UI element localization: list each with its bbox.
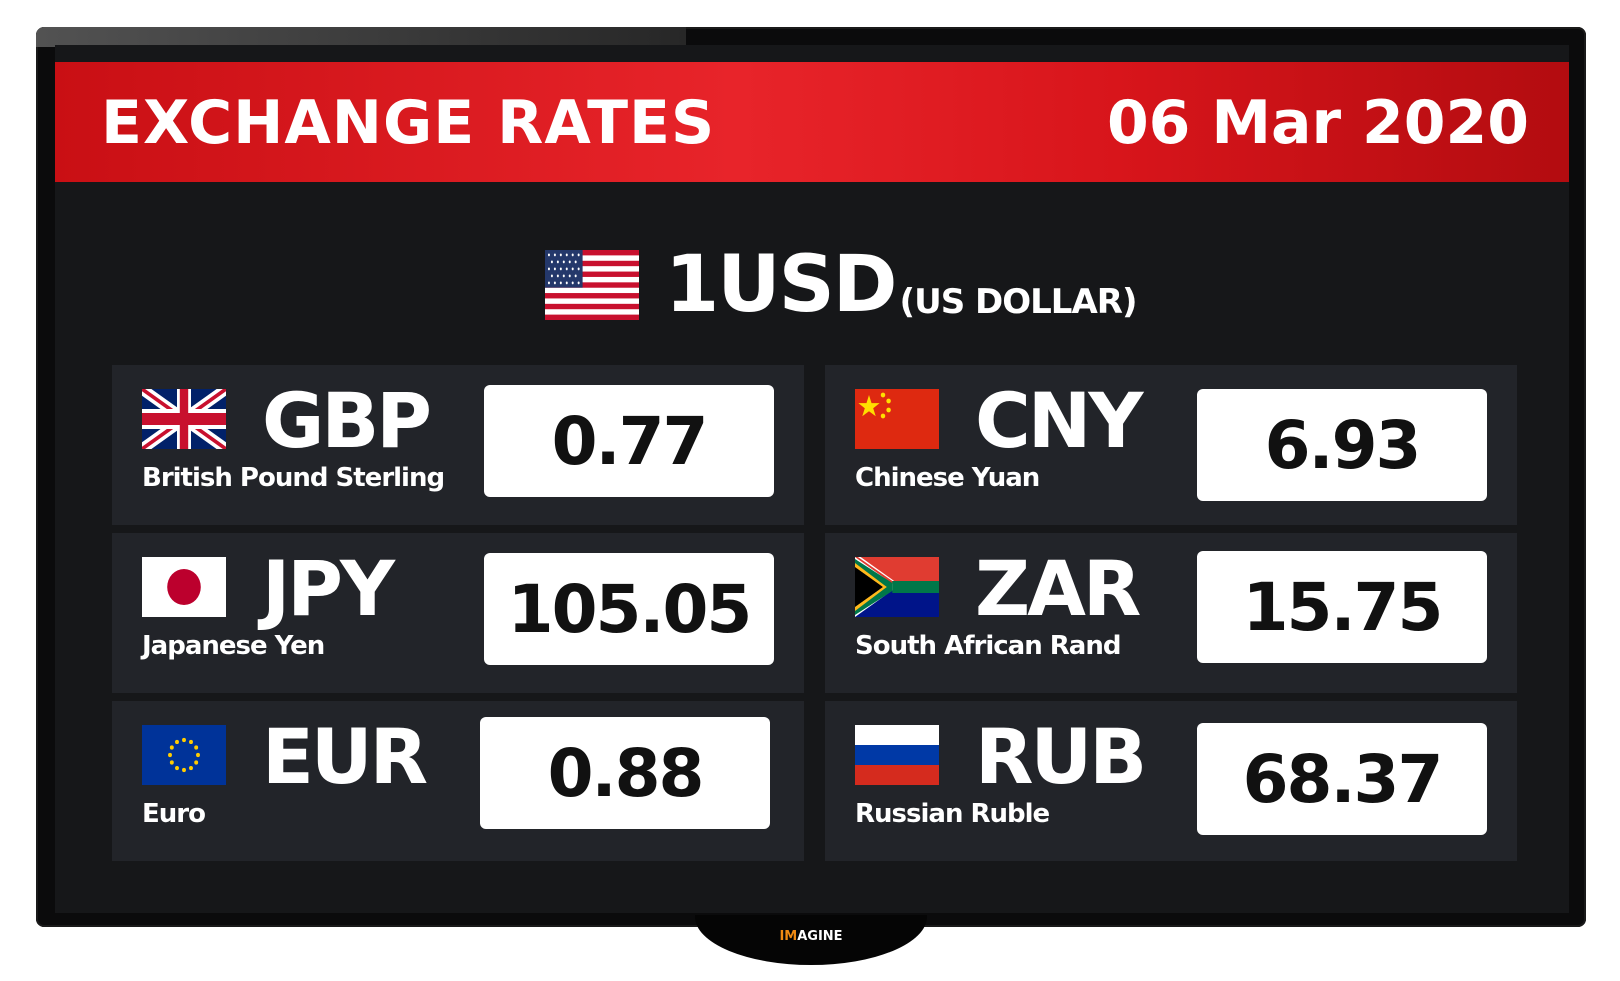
header-bar: EXCHANGE RATES 06 Mar 2020 bbox=[55, 62, 1569, 182]
japan-flag-icon bbox=[142, 557, 226, 617]
us-flag-icon bbox=[545, 250, 639, 320]
currency-code: ZAR bbox=[975, 544, 1141, 633]
rate-value-box: 6.93 bbox=[1197, 389, 1487, 501]
rate-value-box: 0.77 bbox=[484, 385, 774, 497]
rate-value-box: 68.37 bbox=[1197, 723, 1487, 835]
currency-name: South African Rand bbox=[855, 631, 1121, 661]
date-label: 06 Mar 2020 bbox=[1106, 88, 1529, 158]
rate-value: 0.88 bbox=[547, 734, 705, 812]
rate-value: 6.93 bbox=[1264, 406, 1422, 484]
rate-value-box: 105.05 bbox=[484, 553, 774, 665]
currency-name: Euro bbox=[142, 799, 206, 829]
rate-value: 105.05 bbox=[507, 570, 753, 648]
brand-logo: IMAGINE bbox=[779, 929, 843, 944]
rate-value: 0.77 bbox=[551, 402, 709, 480]
uk-flag-icon bbox=[142, 389, 226, 449]
currency-name: Russian Ruble bbox=[855, 799, 1050, 829]
rate-panel-gbp: GBP British Pound Sterling 0.77 bbox=[112, 365, 804, 525]
currency-code: GBP bbox=[262, 376, 432, 465]
tv-stand: IMAGINE bbox=[695, 915, 927, 965]
currency-name: Chinese Yuan bbox=[855, 463, 1040, 493]
rate-panel-zar: ZAR South African Rand 15.75 bbox=[825, 533, 1517, 693]
display-screen: EXCHANGE RATES 06 Mar 2020 bbox=[55, 45, 1569, 913]
china-flag-icon bbox=[855, 389, 939, 449]
rate-panel-cny: CNY Chinese Yuan 6.93 bbox=[825, 365, 1517, 525]
currency-name: British Pound Sterling bbox=[142, 463, 445, 493]
rate-value: 68.37 bbox=[1242, 740, 1444, 818]
rate-panel-jpy: JPY Japanese Yen 105.05 bbox=[112, 533, 804, 693]
rate-panel-rub: RUB Russian Ruble 68.37 bbox=[825, 701, 1517, 861]
currency-code: CNY bbox=[975, 376, 1143, 465]
currency-code: RUB bbox=[975, 712, 1147, 801]
rate-panel-eur: EUR Euro 0.88 bbox=[112, 701, 804, 861]
currency-name: Japanese Yen bbox=[142, 631, 325, 661]
base-currency: 1USD (US DOLLAR) bbox=[545, 240, 1138, 330]
tv-glare bbox=[36, 27, 686, 47]
south-africa-flag-icon bbox=[855, 557, 939, 617]
base-currency-code: 1USD bbox=[665, 240, 898, 330]
currency-code: JPY bbox=[262, 544, 395, 633]
rate-value: 15.75 bbox=[1242, 568, 1444, 646]
base-currency-name: (US DOLLAR) bbox=[899, 282, 1138, 322]
russia-flag-icon bbox=[855, 725, 939, 785]
page-title: EXCHANGE RATES bbox=[101, 88, 716, 158]
rate-value-box: 0.88 bbox=[480, 717, 770, 829]
eu-flag-icon bbox=[142, 725, 226, 785]
currency-code: EUR bbox=[262, 712, 428, 801]
rate-value-box: 15.75 bbox=[1197, 551, 1487, 663]
